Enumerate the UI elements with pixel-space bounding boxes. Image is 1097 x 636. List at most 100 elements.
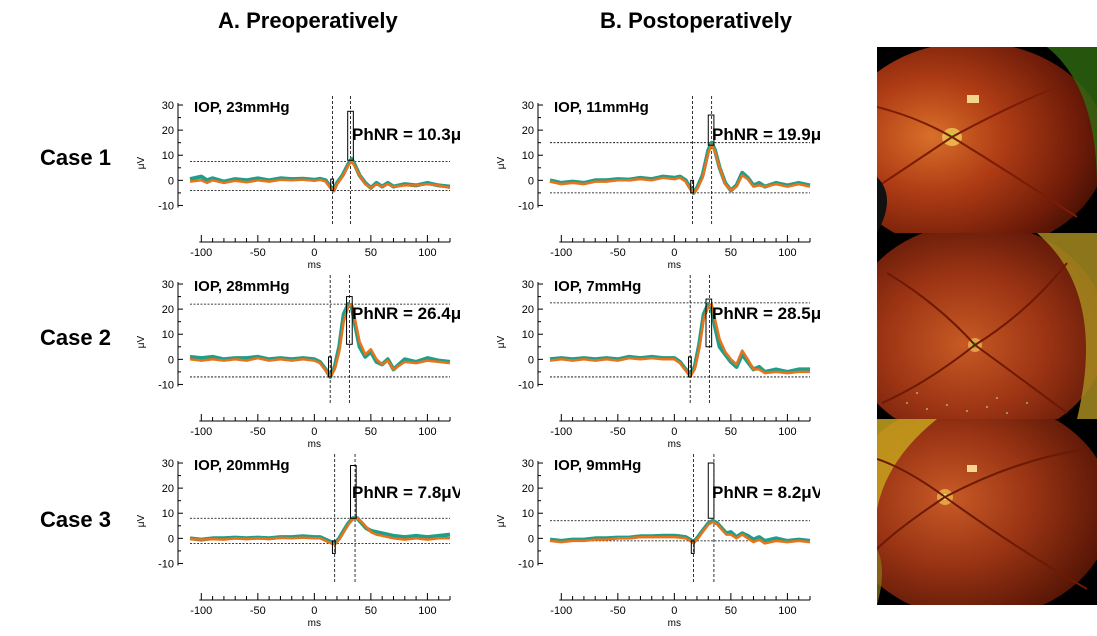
fundus-image <box>877 47 1097 233</box>
y-tick-label: 10 <box>162 329 174 341</box>
x-tick-label: 0 <box>311 605 317 617</box>
fundus-image <box>877 419 1097 605</box>
series-line-orange <box>549 143 811 195</box>
amplitude-marker-small <box>690 179 695 194</box>
amplitude-marker-large <box>707 462 715 519</box>
x-axis-label: ms <box>308 260 321 271</box>
x-tick-label: 50 <box>365 605 377 617</box>
phnr-label: PhNR = 8.2μV <box>712 483 820 502</box>
y-tick-label: 20 <box>162 483 174 495</box>
series-line-orange <box>189 517 450 546</box>
chart-case3-postoperative: -10 0 10 20 30 μV -100 -50 0 50 100 ms IOP, 9mmHg PhN… <box>490 446 820 636</box>
y-tick-label: -10 <box>518 379 534 391</box>
amplitude-marker-large <box>347 110 354 161</box>
chart-case1-preoperative: -10 0 10 20 30 μV -100 -50 0 50 100 ms IOP, 23mmHg Ph… <box>130 88 460 278</box>
case-label-2: Case 2 <box>40 325 111 350</box>
amplitude-marker-large <box>350 465 357 519</box>
y-tick-label: 0 <box>528 354 534 366</box>
iop-label: IOP, 23mmHg <box>194 99 290 116</box>
case-label-3: Case 3 <box>40 507 111 532</box>
y-tick-label: 10 <box>162 508 174 520</box>
y-tick-label: 0 <box>528 533 534 545</box>
y-axis-label: μV <box>496 156 507 169</box>
phnr-label: PhNR = 26.4μV <box>352 304 460 323</box>
x-tick-label: 100 <box>418 247 436 259</box>
case-label-1: Case 1 <box>40 145 111 170</box>
y-tick-label: 30 <box>522 100 534 112</box>
x-tick-label: 100 <box>778 426 796 438</box>
y-tick-label: -10 <box>158 558 174 570</box>
column-title-postoperatively: B. Postoperatively <box>600 8 792 33</box>
iop-label: IOP, 7mmHg <box>554 278 641 295</box>
y-tick-label: 0 <box>168 175 174 187</box>
y-tick-label: 10 <box>522 508 534 520</box>
x-tick-label: -100 <box>190 247 212 259</box>
amplitude-marker-large <box>705 298 713 348</box>
chart-case2-postoperative: -10 0 10 20 30 μV -100 -50 0 50 100 ms IOP, 7mmHg PhN… <box>490 267 820 457</box>
x-tick-label: -100 <box>550 426 572 438</box>
y-tick-label: 0 <box>168 533 174 545</box>
series-line-orange <box>549 520 811 545</box>
x-tick-label: 50 <box>365 247 377 259</box>
y-tick-label: 20 <box>162 125 174 137</box>
y-axis-label: μV <box>496 335 507 348</box>
amplitude-marker-large <box>707 114 715 146</box>
y-tick-label: -10 <box>518 558 534 570</box>
series-line-green <box>549 518 811 545</box>
x-tick-label: 50 <box>725 605 737 617</box>
x-axis-label: ms <box>668 618 681 629</box>
amplitude-marker-small <box>330 178 335 191</box>
iop-label: IOP, 9mmHg <box>554 457 641 474</box>
series-line-orange <box>189 302 451 379</box>
x-tick-label: 50 <box>725 426 737 438</box>
y-tick-label: 30 <box>522 279 534 291</box>
column-title-preoperatively: A. Preoperatively <box>218 8 398 33</box>
y-axis-label: μV <box>136 514 147 527</box>
y-tick-label: 30 <box>162 279 174 291</box>
x-tick-label: 50 <box>725 247 737 259</box>
phnr-label: PhNR = 10.3μV <box>352 125 460 144</box>
phnr-label: PhNR = 7.8μV <box>352 483 460 502</box>
y-tick-label: 10 <box>522 329 534 341</box>
x-tick-label: 0 <box>311 426 317 438</box>
y-tick-label: 0 <box>528 175 534 187</box>
y-tick-label: -10 <box>518 200 534 212</box>
amplitude-marker-small <box>690 540 695 554</box>
x-tick-label: 50 <box>365 426 377 438</box>
x-tick-label: -100 <box>550 247 572 259</box>
amplitude-marker-large <box>346 296 353 345</box>
x-tick-label: 0 <box>671 605 677 617</box>
x-axis-label: ms <box>668 439 681 450</box>
chart-case2-preoperative: -10 0 10 20 30 μV -100 -50 0 50 100 ms IOP, 28mmHg Ph… <box>130 267 460 457</box>
x-tick-label: -50 <box>610 605 626 617</box>
x-tick-label: -50 <box>250 426 266 438</box>
y-tick-label: 20 <box>162 304 174 316</box>
series-line-orange <box>549 302 810 379</box>
y-axis-label: μV <box>136 156 147 169</box>
y-tick-label: 30 <box>162 100 174 112</box>
x-tick-label: -100 <box>550 605 572 617</box>
y-tick-label: 10 <box>162 150 174 162</box>
x-tick-label: -50 <box>250 605 266 617</box>
y-axis-label: μV <box>496 514 507 527</box>
chart-case3-preoperative: -10 0 10 20 30 μV -100 -50 0 50 100 ms IOP, 20mmHg Ph… <box>130 446 460 636</box>
y-tick-label: 20 <box>522 125 534 137</box>
iop-label: IOP, 11mmHg <box>554 99 649 116</box>
y-tick-label: -10 <box>158 200 174 212</box>
x-tick-label: -50 <box>250 247 266 259</box>
phnr-label: PhNR = 28.5μV <box>712 304 820 323</box>
x-tick-label: 0 <box>671 426 677 438</box>
phnr-label: PhNR = 19.9μV <box>712 125 820 144</box>
y-tick-label: 10 <box>522 150 534 162</box>
x-tick-label: -50 <box>610 426 626 438</box>
x-tick-label: 100 <box>418 426 436 438</box>
x-tick-label: 0 <box>311 247 317 259</box>
y-tick-label: 30 <box>162 458 174 470</box>
x-tick-label: -100 <box>190 426 212 438</box>
amplitude-marker-small <box>687 356 692 378</box>
